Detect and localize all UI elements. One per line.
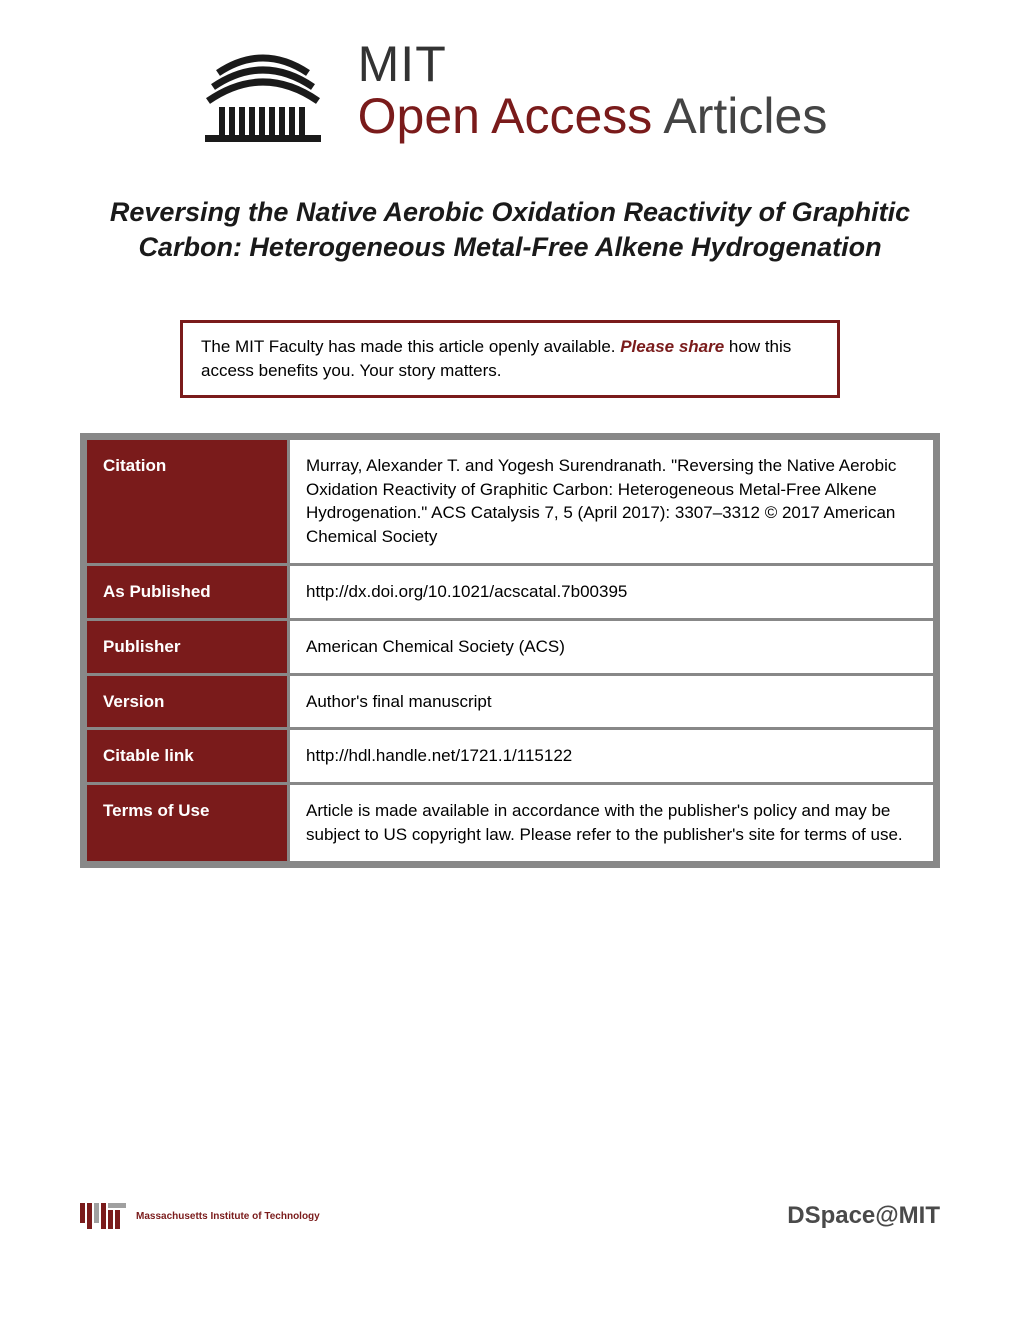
- header-logo: MIT Open Access Articles: [80, 35, 940, 145]
- article-title: Reversing the Native Aerobic Oxidation R…: [100, 195, 920, 265]
- citable-link-label: Citable link: [87, 730, 287, 782]
- mit-dome-icon: [193, 35, 333, 145]
- version-value: Author's final manuscript: [290, 676, 933, 728]
- table-row: Citation Murray, Alexander T. and Yogesh…: [87, 440, 933, 563]
- as-published-label: As Published: [87, 566, 287, 618]
- footer: Massachusetts Institute of Technology DS…: [80, 1202, 940, 1230]
- table-row: As Published http://dx.doi.org/10.1021/a…: [87, 566, 933, 618]
- publisher-value: American Chemical Society (ACS): [290, 621, 933, 673]
- version-label: Version: [87, 676, 287, 728]
- table-row: Version Author's final manuscript: [87, 676, 933, 728]
- dspace-text: DSpace@MIT: [787, 1202, 940, 1230]
- mit-footer-text: Massachusetts Institute of Technology: [136, 1211, 320, 1222]
- as-published-value[interactable]: http://dx.doi.org/10.1021/acscatal.7b003…: [290, 566, 933, 618]
- table-row: Publisher American Chemical Society (ACS…: [87, 621, 933, 673]
- publisher-label: Publisher: [87, 621, 287, 673]
- terms-label: Terms of Use: [87, 785, 287, 861]
- mit-footer-logo: Massachusetts Institute of Technology: [80, 1203, 320, 1229]
- metadata-table: Citation Murray, Alexander T. and Yogesh…: [80, 433, 940, 868]
- citation-label: Citation: [87, 440, 287, 563]
- logo-text-subtitle: Open Access Articles: [358, 90, 828, 143]
- logo-text: MIT Open Access Articles: [358, 38, 828, 143]
- table-row: Terms of Use Article is made available i…: [87, 785, 933, 861]
- please-share-link[interactable]: Please share: [620, 337, 724, 356]
- table-row: Citable link http://hdl.handle.net/1721.…: [87, 730, 933, 782]
- logo-text-mit: MIT: [358, 38, 828, 91]
- citable-link-value[interactable]: http://hdl.handle.net/1721.1/115122: [290, 730, 933, 782]
- terms-value: Article is made available in accordance …: [290, 785, 933, 861]
- citation-value: Murray, Alexander T. and Yogesh Surendra…: [290, 440, 933, 563]
- share-prefix: The MIT Faculty has made this article op…: [201, 337, 620, 356]
- mit-small-icon: [80, 1203, 128, 1229]
- share-box: The MIT Faculty has made this article op…: [180, 320, 840, 398]
